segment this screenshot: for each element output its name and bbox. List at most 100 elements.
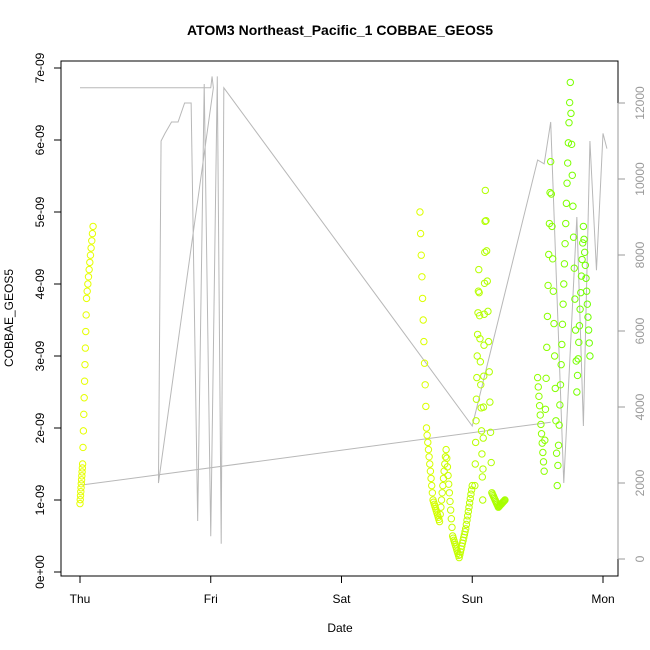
data-point bbox=[562, 199, 571, 208]
data-point bbox=[475, 265, 483, 274]
data-point bbox=[416, 229, 425, 238]
data-point bbox=[580, 248, 589, 257]
data-point bbox=[576, 305, 584, 313]
data-point bbox=[444, 471, 452, 480]
data-point bbox=[558, 340, 566, 349]
y-axis: 0e+00 1e-09 2e-09 3e-09 4e-09 5e-09 6e-09 7e-09 bbox=[33, 52, 62, 589]
altitude-trend-line bbox=[82, 421, 551, 486]
data-point bbox=[577, 288, 585, 297]
data-point bbox=[580, 235, 588, 244]
data-point bbox=[446, 497, 454, 506]
data-point bbox=[578, 255, 586, 264]
y2-axis: 0 2000 4000 6000 8000 10000 12000 bbox=[617, 86, 647, 562]
data-point bbox=[445, 480, 453, 488]
data-point bbox=[550, 319, 558, 328]
data-point bbox=[583, 300, 592, 308]
data-point bbox=[547, 157, 555, 166]
data-point bbox=[550, 352, 559, 360]
data-point bbox=[551, 384, 559, 393]
data-point bbox=[480, 372, 488, 380]
data-point bbox=[536, 411, 544, 419]
data-point bbox=[560, 280, 568, 288]
data-point bbox=[438, 489, 446, 497]
data-point bbox=[445, 489, 454, 497]
data-point bbox=[500, 497, 508, 505]
data-point bbox=[83, 287, 91, 295]
data-point bbox=[543, 343, 551, 352]
data-point bbox=[77, 488, 85, 496]
data-point bbox=[88, 237, 96, 245]
data-point bbox=[560, 260, 569, 268]
data-point bbox=[88, 229, 97, 238]
data-point bbox=[579, 222, 588, 231]
data-point bbox=[78, 468, 86, 476]
data-point bbox=[448, 523, 456, 532]
data-point bbox=[461, 527, 469, 536]
data-point bbox=[423, 431, 431, 439]
data-point bbox=[89, 222, 97, 231]
data-point bbox=[78, 472, 86, 480]
y2-tick-label: 0 bbox=[633, 555, 647, 562]
data-point bbox=[447, 515, 456, 523]
data-point bbox=[475, 288, 483, 297]
data-point bbox=[78, 460, 87, 468]
data-point bbox=[573, 388, 581, 396]
data-point bbox=[80, 377, 89, 385]
data-point bbox=[539, 448, 547, 457]
data-point bbox=[482, 216, 490, 225]
data-point bbox=[82, 294, 91, 303]
data-point bbox=[420, 337, 428, 346]
data-point bbox=[485, 368, 493, 376]
data-point bbox=[539, 458, 548, 466]
data-point bbox=[534, 383, 542, 391]
x-tick-label: Thu bbox=[70, 592, 91, 606]
data-point bbox=[84, 280, 92, 288]
data-point bbox=[84, 273, 93, 281]
data-point bbox=[426, 460, 434, 468]
data-point bbox=[570, 264, 578, 272]
x-axis: Thu Fri Sat Sun Mon bbox=[70, 575, 615, 606]
data-point bbox=[468, 481, 476, 490]
data-point bbox=[533, 373, 542, 382]
data-point bbox=[473, 352, 481, 360]
data-point bbox=[81, 344, 90, 352]
data-point bbox=[537, 430, 546, 438]
data-point bbox=[556, 381, 565, 389]
data-point bbox=[479, 465, 487, 473]
data-point bbox=[577, 272, 586, 280]
data-point bbox=[422, 402, 430, 411]
data-point bbox=[535, 401, 544, 410]
data-point bbox=[563, 159, 572, 167]
data-point bbox=[439, 474, 448, 483]
data-point bbox=[77, 484, 85, 492]
data-point bbox=[424, 445, 433, 454]
y-tick-label: 5e-09 bbox=[33, 196, 47, 227]
data-point bbox=[475, 311, 484, 320]
y-tick-label: 1e-09 bbox=[33, 484, 47, 515]
data-point bbox=[559, 300, 567, 308]
data-point bbox=[479, 403, 488, 411]
data-point bbox=[477, 381, 485, 389]
plot-frame bbox=[60, 60, 619, 577]
data-point bbox=[86, 251, 95, 259]
x-tick-label: Fri bbox=[204, 592, 218, 606]
data-point bbox=[443, 463, 452, 471]
data-point bbox=[79, 427, 88, 435]
x-axis-label: Date bbox=[327, 621, 353, 635]
data-point bbox=[571, 295, 579, 303]
data-point bbox=[537, 420, 545, 429]
data-point bbox=[463, 516, 471, 524]
data-point bbox=[462, 525, 470, 533]
data-point bbox=[558, 320, 567, 329]
data-point bbox=[552, 449, 561, 457]
data-point bbox=[82, 327, 90, 336]
data-point bbox=[472, 417, 480, 425]
data-point bbox=[472, 395, 481, 403]
y2-tick-label: 6000 bbox=[633, 317, 647, 344]
data-point bbox=[439, 481, 447, 490]
data-point bbox=[76, 491, 85, 500]
data-point bbox=[465, 499, 474, 507]
data-point bbox=[76, 499, 84, 508]
data-point bbox=[541, 436, 549, 444]
y-axis-label: COBBAE_GEOS5 bbox=[2, 269, 16, 367]
